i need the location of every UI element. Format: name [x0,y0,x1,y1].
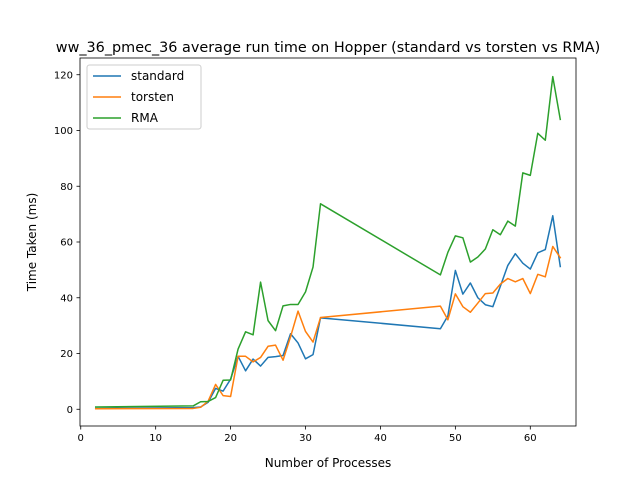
legend-label-standard: standard [131,69,184,83]
x-tick-label: 20 [224,433,237,444]
x-axis-label: Number of Processes [265,456,392,470]
chart-title: ww_36_pmec_36 average run time on Hopper… [56,40,600,56]
series-line-standard [94,215,562,410]
x-tick-label: 60 [524,433,537,444]
series-line-RMA [94,75,562,408]
y-tick-label: 100 [54,126,73,137]
y-tick-label: 120 [54,70,73,81]
x-tick-label: 30 [299,433,312,444]
x-tick-label: 0 [78,433,84,444]
legend-label-RMA: RMA [131,111,159,125]
y-axis-label: Time Taken (ms) [25,193,39,293]
legend-box [86,64,202,130]
x-tick-label: 50 [449,433,462,444]
series-line-torsten [94,245,562,410]
y-tick-label: 40 [60,293,73,304]
y-tick-label: 0 [67,405,73,416]
chart-legend: standard torsten RMA [86,64,202,130]
y-tick-label: 20 [60,349,73,360]
plot-area: 0 10 20 30 40 50 60 0 20 40 60 80 100 120 [54,57,577,444]
x-tick-label: 40 [374,433,387,444]
y-tick-label: 80 [60,182,73,193]
legend-label-torsten: torsten [131,90,174,104]
y-tick-label: 60 [60,238,73,249]
x-tick-label: 10 [149,433,162,444]
